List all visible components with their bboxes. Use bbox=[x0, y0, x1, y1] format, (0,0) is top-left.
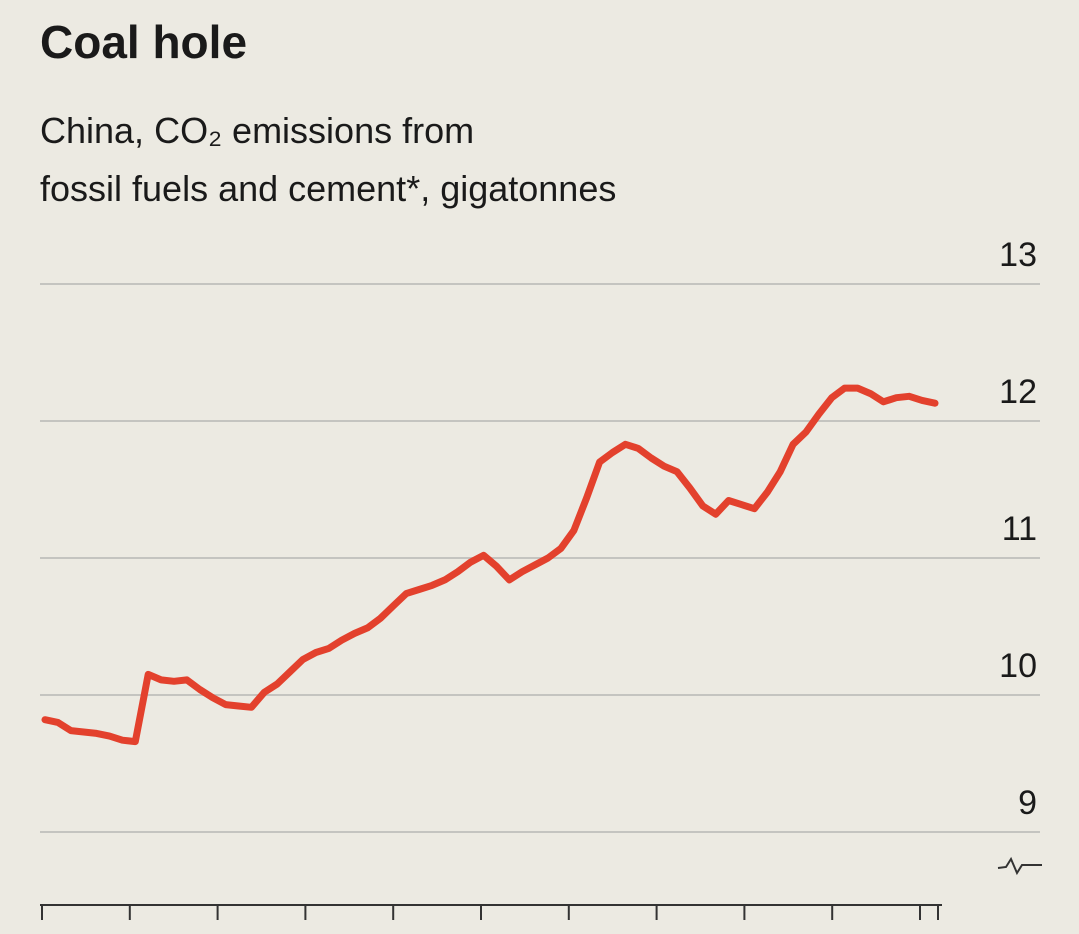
chart-subtitle: fossil fuels and cement*, gigatonnes bbox=[40, 168, 616, 209]
y-tick-label: 11 bbox=[1002, 510, 1037, 548]
y-tick-label: 10 bbox=[999, 647, 1037, 685]
chart-subtitle: China, CO₂ emissions from bbox=[40, 110, 474, 151]
chart-title: Coal hole bbox=[40, 16, 247, 68]
y-tick-label: 12 bbox=[999, 373, 1037, 411]
data-line bbox=[41, 384, 939, 746]
y-tick-label: 9 bbox=[1018, 784, 1037, 822]
y-tick-label: 13 bbox=[999, 236, 1037, 274]
axis-break bbox=[997, 856, 1042, 876]
